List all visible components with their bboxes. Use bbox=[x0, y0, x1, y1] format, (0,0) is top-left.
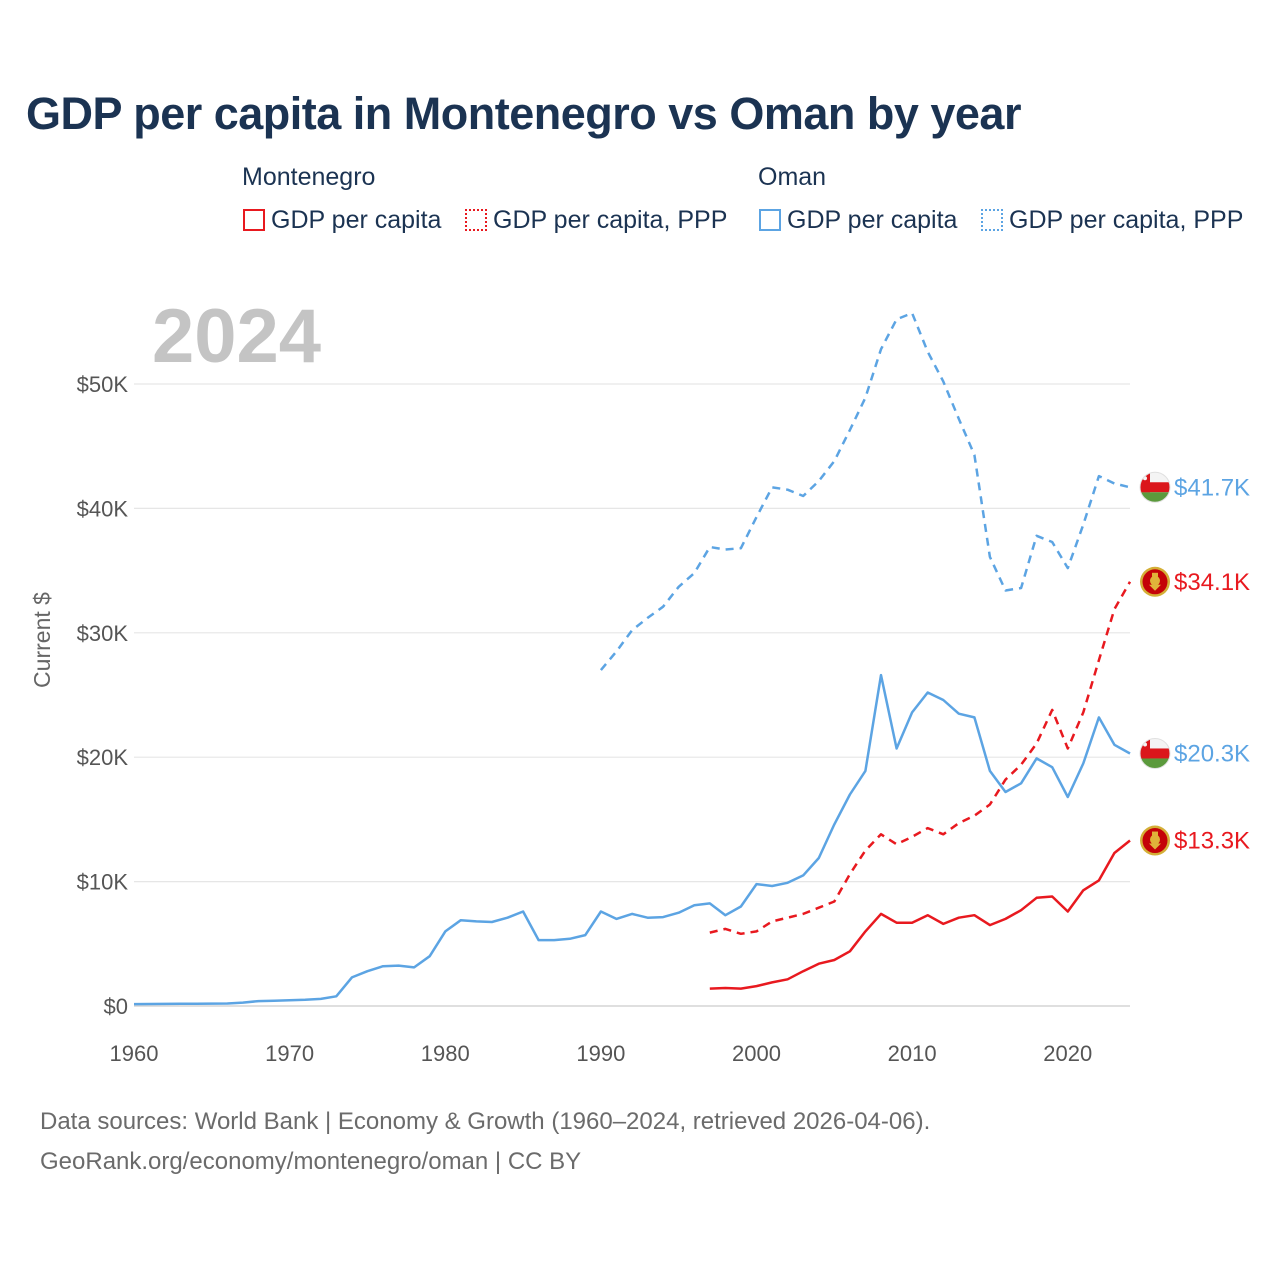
legend-swatch-dotted-icon bbox=[465, 209, 487, 231]
x-tick-label: 1970 bbox=[265, 1041, 314, 1066]
oman-flag-icon bbox=[1139, 471, 1171, 503]
y-tick-label: $0 bbox=[104, 994, 128, 1019]
legend-label: GDP per capita bbox=[787, 205, 958, 234]
y-tick-label: $40K bbox=[77, 496, 129, 521]
y-axis-label: Current $ bbox=[29, 592, 55, 688]
x-tick-label: 1960 bbox=[110, 1041, 159, 1066]
x-tick-label: 1990 bbox=[576, 1041, 625, 1066]
legend-item-montenegro-gdp[interactable]: GDP per capita bbox=[243, 205, 441, 235]
end-value-label-mne_ppp: $34.1K bbox=[1174, 569, 1250, 596]
series-line-mne_ppp[interactable] bbox=[709, 581, 1132, 936]
legend-group-oman: Oman bbox=[758, 163, 827, 191]
y-tick-label: $30K bbox=[77, 621, 129, 646]
end-value-label-omn_gdp: $20.3K bbox=[1174, 740, 1250, 767]
montenegro-flag-icon bbox=[1140, 566, 1170, 597]
legend-label: GDP per capita, PPP bbox=[493, 205, 728, 234]
x-tick-label: 2000 bbox=[732, 1041, 781, 1066]
y-tick-label: $10K bbox=[77, 870, 129, 895]
x-tick-label: 2020 bbox=[1043, 1041, 1092, 1066]
end-value-label-mne_gdp: $13.3K bbox=[1174, 828, 1250, 855]
y-tick-label: $20K bbox=[77, 745, 129, 770]
y-tick-label: $50K bbox=[77, 372, 129, 397]
chart-title: GDP per capita in Montenegro vs Oman by … bbox=[26, 88, 1021, 139]
legend-item-oman-gdp[interactable]: GDP per capita bbox=[759, 205, 957, 235]
legend-label: GDP per capita bbox=[271, 205, 442, 234]
series-line-mne_gdp[interactable] bbox=[709, 839, 1131, 990]
legend-item-montenegro-ppp[interactable]: GDP per capita, PPP bbox=[465, 205, 727, 235]
oman-flag-icon bbox=[1139, 737, 1171, 769]
legend-label: GDP per capita, PPP bbox=[1009, 205, 1244, 234]
legend-group-montenegro: Montenegro bbox=[242, 163, 376, 191]
legend-swatch-dotted-icon bbox=[981, 209, 1003, 231]
legend-item-oman-ppp[interactable]: GDP per capita, PPP bbox=[981, 205, 1243, 235]
footer-link[interactable]: GeoRank.org/economy/montenegro/oman | CC… bbox=[40, 1148, 582, 1175]
montenegro-flag-icon bbox=[1140, 825, 1170, 856]
x-tick-label: 2010 bbox=[888, 1041, 937, 1066]
series-line-omn_ppp[interactable] bbox=[599, 311, 1131, 671]
end-value-label-omn_ppp: $41.7K bbox=[1174, 474, 1250, 501]
x-tick-label: 1980 bbox=[421, 1041, 470, 1066]
legend-swatch-solid-icon bbox=[759, 209, 781, 231]
footer-sources: Data sources: World Bank | Economy & Gro… bbox=[40, 1108, 931, 1135]
year-watermark: 2024 bbox=[152, 294, 321, 379]
series-line-omn_gdp[interactable] bbox=[133, 673, 1131, 1006]
legend-swatch-solid-icon bbox=[243, 209, 265, 231]
